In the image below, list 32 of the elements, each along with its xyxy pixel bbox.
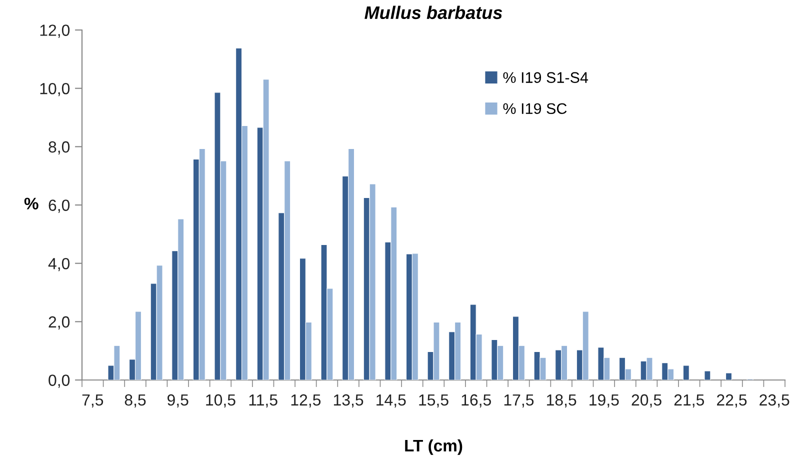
- x-tick-label: 16,5: [462, 394, 491, 408]
- x-tick-label: 19,5: [590, 394, 619, 408]
- x-tick-label: 18,5: [546, 394, 576, 408]
- x-tick-label: 9,5: [168, 394, 188, 408]
- chart-title: Mullus barbatus: [364, 6, 502, 20]
- legend-label: % I19 SC: [503, 103, 567, 114]
- y-tick-label: 2,0: [48, 316, 70, 330]
- x-tick-label: 10,5: [206, 394, 236, 408]
- y-tick-label: 4,0: [48, 258, 70, 272]
- x-tick-label: 11,5: [249, 394, 278, 408]
- legend-label: % I19 S1-S4: [503, 72, 588, 83]
- y-tick-label: 12,0: [40, 24, 70, 38]
- x-axis-title: LT (cm): [405, 439, 462, 455]
- x-tick-label: 12,5: [291, 394, 321, 408]
- x-tick-label: 13,5: [334, 394, 364, 408]
- y-axis-title: %: [24, 198, 38, 210]
- y-tick-label: 6,0: [48, 200, 70, 213]
- y-tick-label: 0,0: [48, 374, 70, 388]
- x-tick-label: 14,5: [376, 394, 406, 408]
- x-tick-label: 7,5: [82, 394, 104, 408]
- x-tick-label: 21,5: [674, 394, 704, 408]
- x-tick-label: 15,5: [419, 394, 448, 408]
- x-tick-label: 20,5: [632, 394, 662, 408]
- y-tick-label: 8,0: [48, 141, 70, 154]
- x-tick-label: 17,5: [504, 394, 534, 408]
- bar: [726, 372, 732, 380]
- bar: [682, 365, 690, 380]
- y-tick-label: 10,0: [40, 82, 70, 96]
- x-tick-label: 8,5: [124, 394, 146, 408]
- x-tick-label: 22,5: [717, 394, 747, 408]
- x-tick-label: 23,5: [760, 394, 790, 408]
- bar: [704, 370, 711, 380]
